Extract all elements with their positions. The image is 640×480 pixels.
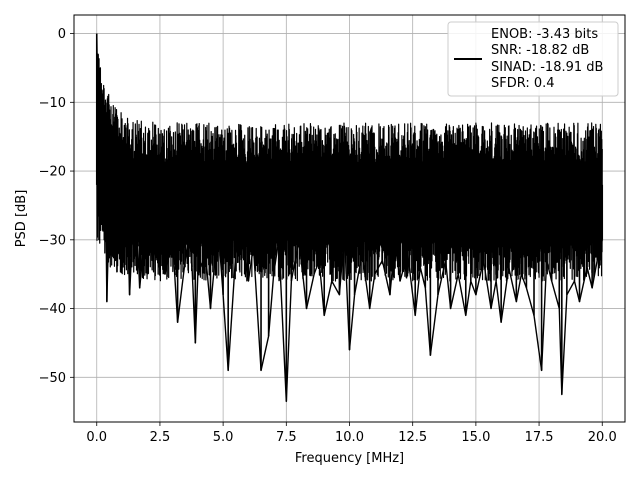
legend-enob: ENOB: -3.43 bits — [491, 27, 598, 42]
x-tick-label: 7.5 — [276, 430, 297, 445]
x-axis: 0.0 2.5 5.0 7.5 10.0 12.5 15.0 17.5 20.0 — [86, 422, 617, 445]
legend: ENOB: -3.43 bits SNR: -18.82 dB SINAD: -… — [447, 21, 619, 97]
spectrum-band — [96, 58, 603, 282]
y-tick-label: −20 — [39, 165, 66, 180]
spectrum-fill — [96, 58, 603, 282]
x-tick-label: 0.0 — [86, 430, 107, 445]
x-tick-label: 15.0 — [461, 430, 490, 445]
x-tick-label: 5.0 — [213, 430, 234, 445]
x-tick-label: 12.5 — [398, 430, 427, 445]
y-tick-label: −30 — [39, 233, 66, 248]
y-axis: 0 −10 −20 −30 −40 −50 — [39, 27, 74, 386]
x-tick-label: 10.0 — [335, 430, 364, 445]
legend-sfdr: SFDR: 0.4 — [491, 76, 555, 91]
legend-sinad: SINAD: -18.91 dB — [491, 60, 603, 75]
x-axis-label: Frequency [MHz] — [295, 451, 404, 466]
y-tick-label: 0 — [58, 27, 66, 42]
y-tick-label: −40 — [39, 302, 66, 317]
y-tick-label: −50 — [39, 371, 66, 386]
y-tick-label: −10 — [39, 96, 66, 111]
x-tick-label: 17.5 — [525, 430, 554, 445]
legend-snr: SNR: -18.82 dB — [491, 43, 589, 58]
series-layer — [95, 33, 604, 403]
legend-box — [447, 21, 619, 97]
x-tick-label: 20.0 — [588, 430, 617, 445]
x-tick-label: 2.5 — [150, 430, 171, 445]
y-axis-label: PSD [dB] — [14, 190, 29, 248]
